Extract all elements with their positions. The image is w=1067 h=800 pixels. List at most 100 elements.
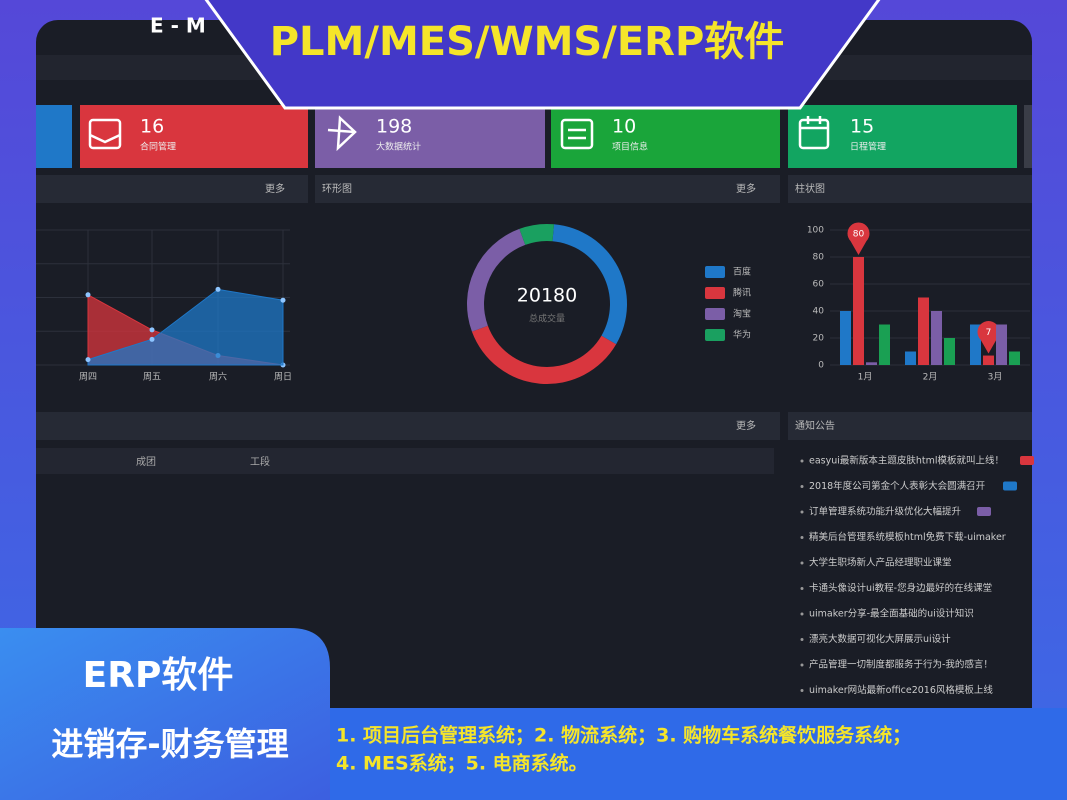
donut-segment: [552, 224, 627, 345]
dashboard: [36, 20, 1032, 800]
bullet: [800, 536, 804, 539]
panel-header: [788, 175, 1032, 203]
legend-swatch: [705, 287, 725, 299]
card: [1024, 105, 1032, 168]
footer-bar: [330, 708, 1067, 800]
notice-item[interactable]: 产品管理一切制度都服务于行为-我的感言！: [809, 659, 993, 671]
table-heading: 成团: [136, 456, 156, 468]
bar: [918, 297, 929, 365]
bullet: [800, 663, 804, 667]
card-value: 10: [612, 116, 636, 138]
notice-item[interactable]: easyui最新版本主题皮肤html模板就叫上线！: [809, 455, 1004, 467]
table-header: [36, 448, 774, 474]
card-icons: [88, 115, 830, 152]
bar: [853, 257, 864, 365]
bullet: [800, 510, 804, 514]
x-tick-label: 周六: [209, 371, 227, 383]
bar: [970, 324, 981, 365]
point: [85, 292, 91, 298]
more-link[interactable]: 更多: [736, 419, 756, 432]
notice-item[interactable]: 订单管理系统功能升级优化大幅提升: [809, 506, 962, 518]
more-link[interactable]: 更多: [265, 182, 285, 195]
bullet: [800, 459, 804, 463]
card-label: 日程管理: [850, 141, 886, 153]
card-label: 大数据统计: [376, 141, 421, 153]
card-value: 15: [850, 116, 874, 138]
legend-label: 百度: [733, 266, 751, 278]
bar: [905, 351, 916, 365]
card: [36, 105, 72, 168]
donut-segment: [519, 224, 554, 245]
bar: [1009, 351, 1020, 365]
bar: [931, 311, 942, 365]
legend-label: 华为: [733, 329, 751, 341]
bullet: [800, 689, 804, 692]
y-tick-label: 80: [813, 253, 825, 263]
notice-tag: [977, 507, 991, 516]
notice-item[interactable]: 卡通头像设计ui教程-您身边最好的在线课堂: [809, 582, 992, 594]
card-label: 项目信息: [612, 141, 648, 153]
table-heading: 工段: [250, 455, 270, 468]
panel-title: 环形图: [322, 183, 352, 195]
point: [149, 327, 155, 333]
bar: [879, 324, 890, 365]
x-tick-label: 周四: [79, 372, 97, 383]
y-tick-label: 20: [813, 334, 825, 344]
card-label: 合同管理: [140, 141, 176, 153]
bullet: [800, 612, 804, 616]
donut-center-label: 总成交量: [529, 313, 565, 325]
notice-item[interactable]: 2018年度公司第金个人表彰大会圆满召开: [809, 480, 986, 492]
footer-title: ERP软件: [83, 655, 234, 696]
panel-header: [36, 412, 780, 440]
mark-pin: [847, 222, 870, 255]
donut-segment: [471, 325, 617, 384]
notice-list: easyui最新版本主题皮肤html模板就叫上线！ 2018年度公司第金个人表彰大…: [800, 455, 1034, 696]
card: [315, 105, 545, 168]
card-value: 16: [140, 116, 164, 138]
logo: E - M: [150, 14, 206, 38]
more-link[interactable]: 更多: [736, 182, 756, 195]
x-tick-label: 周五: [143, 372, 161, 383]
panel-header: [788, 412, 1032, 440]
footer-subtitle: 进销存-财务管理: [51, 725, 288, 763]
x-tick-label: 周日: [274, 372, 292, 383]
donut-center-value: 20180: [517, 285, 577, 307]
mark-pin-label: 80: [853, 230, 865, 240]
panel-title: 通知公告: [795, 419, 835, 432]
y-tick-label: 100: [807, 226, 824, 236]
x-tick-label: 2月: [923, 372, 938, 383]
notice-item[interactable]: 精美后台管理系统模板html免费下载-uimaker: [809, 531, 1006, 543]
mark-pin: [977, 321, 1000, 354]
point: [280, 297, 286, 303]
notice-item[interactable]: uimaker网站最新office2016风格模板上线: [809, 684, 993, 696]
x-tick-label: 3月: [988, 372, 1003, 383]
x-tick-label: 1月: [858, 372, 873, 383]
panel-header: [315, 175, 780, 203]
card: [551, 105, 780, 168]
panel-header: [36, 175, 308, 203]
notice-item[interactable]: uimaker分享-最全面基础的ui设计知识: [809, 608, 974, 620]
y-tick-label: 40: [813, 307, 825, 317]
y-tick-label: 60: [813, 280, 825, 290]
bullet: [800, 485, 804, 488]
bar: [840, 311, 851, 365]
bullet: [800, 587, 804, 590]
footer-block: [0, 628, 330, 800]
footer-line: 4. MES系统；5. 电商系统。: [336, 752, 588, 775]
card: [788, 105, 1017, 168]
notice-item[interactable]: 漂亮大数据可视化大屏展示ui设计: [809, 633, 951, 645]
point: [149, 336, 155, 342]
bar: [996, 324, 1007, 365]
legend-label: 腾讯: [733, 287, 751, 299]
notice-item[interactable]: 大学生职场新人产品经理职业课堂: [809, 557, 952, 569]
bar: [983, 355, 994, 365]
mark-pin-label: 7: [986, 328, 992, 338]
bullet: [800, 561, 804, 565]
point: [85, 357, 91, 363]
banner-title: PLM/MES/WMS/ERP软件: [270, 19, 785, 65]
footer-line: 1. 项目后台管理系统；2. 物流系统；3. 购物车系统餐饮服务系统；: [336, 724, 911, 747]
banner: [204, 0, 881, 110]
card-value: 198: [376, 116, 412, 138]
